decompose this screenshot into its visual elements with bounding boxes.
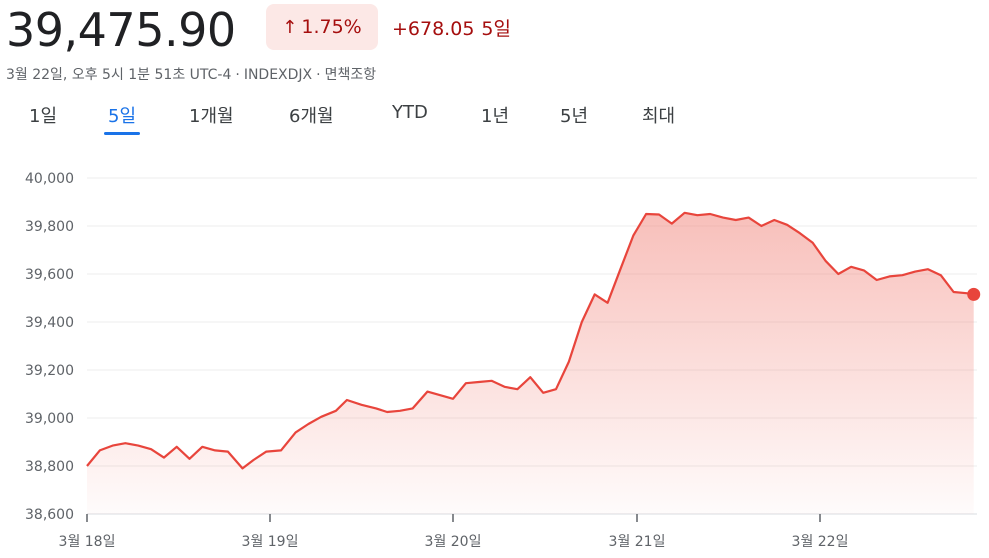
disclaimer-link[interactable]: 면책조항	[324, 67, 377, 83]
tab-max[interactable]: 최대	[642, 106, 676, 127]
ticker: INDEXDJX	[243, 67, 313, 83]
current-price: 39,475.90	[6, 3, 236, 57]
current-point-marker[interactable]	[967, 287, 981, 301]
separator: ·	[235, 67, 240, 83]
range-tabs: 1일 5일 1개월 6개월 YTD 1년 5년 최대	[0, 100, 989, 140]
y-tick-label: 39,400	[25, 315, 74, 331]
y-tick-label: 38,600	[25, 507, 74, 523]
y-tick-label: 39,600	[25, 267, 74, 283]
separator: ·	[316, 67, 321, 83]
x-tick-label: 3월 20일	[425, 534, 482, 550]
y-tick-label: 40,000	[25, 171, 74, 187]
change-period: 5일	[481, 18, 511, 40]
tab-1y[interactable]: 1년	[481, 106, 510, 127]
x-tick-label: 3월 21일	[609, 534, 666, 550]
tab-5y[interactable]: 5년	[560, 106, 589, 127]
absolute-change: +678.05 5일	[392, 14, 511, 41]
x-tick-label: 3월 19일	[242, 534, 299, 550]
y-tick-label: 39,200	[25, 363, 74, 379]
percent-change-badge: ↑ 1.75%	[266, 4, 378, 50]
y-tick-label: 39,000	[25, 411, 74, 427]
absolute-change-value: +678.05	[392, 18, 475, 40]
y-tick-label: 38,800	[25, 459, 74, 475]
tab-1d[interactable]: 1일	[29, 106, 58, 127]
arrow-up-icon: ↑	[282, 16, 298, 38]
tab-6m[interactable]: 6개월	[289, 106, 334, 127]
y-tick-label: 39,800	[25, 219, 74, 235]
tab-ytd[interactable]: YTD	[392, 102, 428, 123]
tab-5d[interactable]: 5일	[103, 102, 141, 135]
price-chart[interactable]: 38,600 38,800 39,000 39,200 39,400 39,600 39,8…	[0, 150, 989, 558]
timestamp: 3월 22일, 오후 5시 1분 51초 UTC-4	[6, 67, 232, 83]
x-tick-label: 3월 18일	[59, 534, 116, 550]
quote-meta: 3월 22일, 오후 5시 1분 51초 UTC-4 · INDEXDJX · 면책조항	[6, 64, 376, 84]
series-area	[87, 212, 974, 515]
series-line	[86, 211, 974, 470]
percent-change-value: 1.75%	[301, 16, 362, 38]
x-tick-label: 3월 22일	[792, 534, 849, 550]
tab-1m[interactable]: 1개월	[189, 106, 234, 127]
